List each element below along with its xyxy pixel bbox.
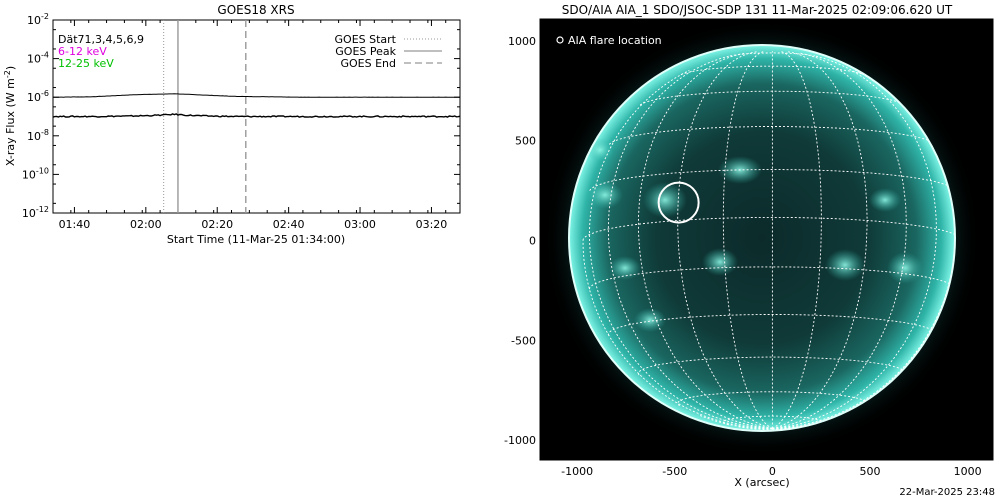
goes-x-tick-label: 02:20 (201, 218, 233, 231)
goes-x-axis: 01:40 02:00 02:20 02:40 03:00 03:20 (52, 20, 448, 231)
aia-y-tick-label: 1000 (508, 35, 536, 48)
goes-y-tick-label: 10-8 (27, 128, 49, 143)
grid-line (772, 50, 822, 429)
goes-x-tick-label: 02:40 (273, 218, 305, 231)
flare-legend-label: AIA flare location (568, 34, 662, 47)
grid-line (772, 428, 778, 431)
aia-solar-image: AIA flare location (540, 19, 993, 460)
aia-image-plot: SDO/AIA AIA_1 SDO/JSOC-SDP 131 11-Mar-20… (504, 3, 995, 498)
solar-disk (569, 45, 955, 431)
series-line-12-25kev (53, 113, 460, 118)
goes-plot-title: GOES18 XRS (217, 3, 294, 17)
legend-goes-start: GOES Start (335, 33, 397, 46)
aia-x-tick-label: -500 (662, 465, 687, 478)
aia-plot-title: SDO/AIA AIA_1 SDO/JSOC-SDP 131 11-Mar-20… (562, 3, 953, 17)
grid-line (677, 51, 773, 429)
legend-goes-end: GOES End (340, 57, 396, 70)
legend-6-12kev: 6-12 keV (58, 45, 107, 58)
solar-limb (568, 44, 956, 432)
goes-x-tick-label: 03:20 (416, 218, 448, 231)
goes-channels-label: Dät71,3,4,5,6,9 (58, 33, 144, 46)
goes-y-tick-label: 10-10 (22, 166, 49, 181)
aia-x-tick-label: -1000 (561, 465, 593, 478)
goes-y-tick-label: 10-6 (27, 89, 49, 104)
grid-line (637, 52, 773, 429)
aia-x-tick-label: 0 (769, 465, 776, 478)
grid-line (722, 50, 773, 429)
aia-y-tick-label: -1000 (504, 434, 536, 447)
aia-y-axis: 1000 500 0 -500 -1000 (504, 35, 993, 447)
aia-x-tick-label: 500 (859, 465, 880, 478)
grid-line (637, 356, 907, 376)
aia-flare-location-marker (657, 181, 700, 224)
aia-plot-frame (539, 18, 994, 461)
goes-x-axis-label: Start Time (11-Mar-25 01:34:00) (167, 233, 345, 246)
grid-line (772, 69, 955, 429)
goes-y-tick-label: 10-12 (22, 205, 49, 220)
aia-y-tick-label: -500 (511, 334, 536, 347)
grid-line (772, 55, 937, 429)
goes-y-tick-label: 10-4 (27, 51, 49, 66)
aia-y-tick-label: 500 (515, 135, 536, 148)
grid-line (582, 240, 773, 429)
heliographic-grid (582, 50, 955, 431)
grid-line (772, 52, 907, 429)
aia-x-axis-label: X (arcsec) (734, 476, 789, 489)
grid-line (607, 55, 773, 429)
aia-y-tick-label: 0 (529, 234, 536, 247)
goes-y-tick-label: 10-2 (27, 12, 49, 27)
aia-x-tick-label: 1000 (954, 465, 982, 478)
goes-xrs-plot: GOES18 XRS 10-2 10-4 10-6 10-8 10-10 10-12 01… (3, 3, 461, 246)
footer-date: 22-Mar-2025 23:48 (899, 487, 995, 498)
goes-y-axis-label: X-ray Flux (W m-2) (3, 66, 17, 166)
aia-x-axis: -1000 -500 0 500 1000 (561, 19, 982, 478)
goes-x-tick-label: 01:40 (59, 218, 91, 231)
legend-12-25kev: 12-25 keV (58, 57, 114, 70)
flare-legend-symbol (556, 36, 564, 44)
goes-x-tick-label: 03:00 (344, 218, 376, 231)
series-line-6-12kev (53, 93, 460, 98)
goes-x-tick-label: 02:00 (130, 218, 162, 231)
active-regions (586, 138, 923, 332)
grid-line (589, 169, 955, 191)
grid-line (772, 51, 868, 429)
grid-line (680, 65, 864, 76)
grid-line (772, 428, 794, 430)
grid-line (582, 216, 955, 241)
legend-goes-peak: GOES Peak (335, 45, 396, 58)
